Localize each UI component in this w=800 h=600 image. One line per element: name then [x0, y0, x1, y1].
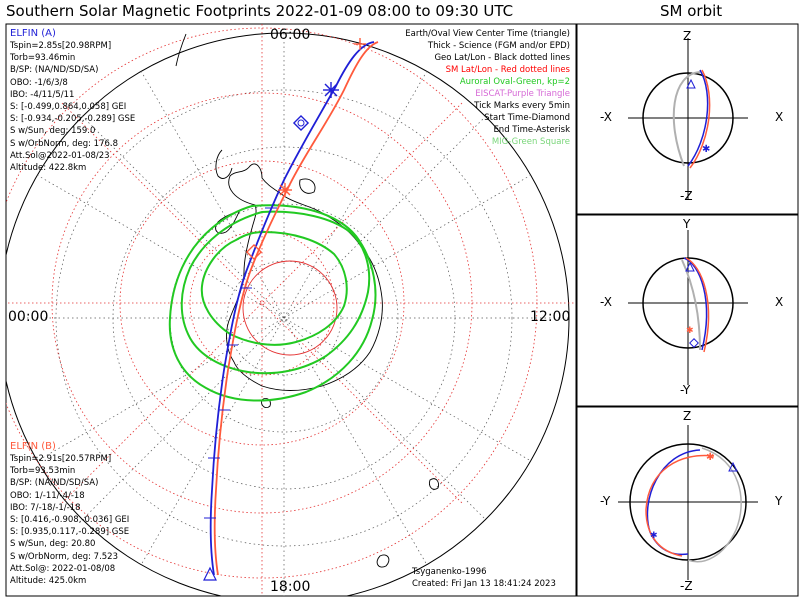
elfin-a-name: ELFIN (A)	[10, 28, 56, 39]
orbit-panel-xz: ✱	[628, 38, 748, 200]
legend-item: End Time-Asterisk	[493, 125, 570, 135]
svg-text:✱: ✱	[650, 531, 658, 541]
orbit-label-top: Z	[683, 409, 692, 423]
svg-text:✱: ✱	[702, 144, 710, 155]
elfin-b-track	[213, 41, 379, 576]
elfin-b-info-line: B/SP: (NA/ND/SD/SA)	[10, 478, 99, 489]
orbit-label-left: -X	[600, 295, 612, 309]
sm-polar-circle	[242, 260, 338, 356]
elfin-a-end-asterisk	[323, 82, 339, 98]
legend-item: Thick - Science (FGM and/or EPD)	[427, 41, 570, 51]
orbit-panel-frame-yz	[576, 406, 799, 597]
svg-text:✱: ✱	[686, 326, 694, 336]
elfin-a-info-line: Tspin=2.85s[20.98RPM]	[10, 41, 112, 51]
elfin-a-info-line: S w/OrbNorm, deg: 176.8	[10, 138, 119, 149]
elfin-a-track	[209, 41, 375, 576]
elfin-b-info-line: S: [0.935,0.117,-0.289] GSE	[10, 527, 130, 538]
orbit-b	[689, 69, 711, 169]
legend-item: Geo Lat/Lon - Black dotted lines	[434, 53, 570, 63]
auroral-oval-outer	[168, 204, 377, 402]
orbit-a	[687, 69, 709, 167]
elfin-b-info-line: IBO: 7/-18/-1/-18	[10, 502, 81, 513]
legend-item: Start Time-Diamond	[484, 113, 570, 123]
orbit-label-left: -Y	[600, 494, 611, 508]
geo-grid	[6, 33, 570, 596]
legend-item: SM Lat/Lon - Red dotted lines	[445, 65, 570, 75]
elfin-a-info-line: S: [-0.934,-0.205,-0.289] GSE	[10, 114, 136, 125]
polar-map	[6, 24, 576, 596]
legend-item: Earth/Oval View Center Time (triangle)	[405, 29, 570, 39]
orbit-label-top: Z	[683, 29, 692, 43]
elfin-a-ticks	[204, 207, 277, 519]
plot-title: Southern Solar Magnetic Footprints 2022-…	[6, 2, 514, 20]
orbit-title: SM orbit	[660, 2, 723, 20]
elfin-b-end-asterisk	[278, 38, 366, 197]
model-label: Tsyganenko-1996	[412, 567, 487, 577]
elfin-a-start-diamond	[292, 114, 310, 132]
orbit-label-top: Y	[683, 217, 691, 231]
orbit-panel-frame-xy	[576, 214, 799, 407]
auroral-oval	[180, 210, 371, 375]
map-label-left: 00:00	[8, 309, 49, 325]
map-label-top: 06:00	[270, 27, 311, 43]
elfin-b-start-diamond	[245, 243, 263, 261]
elfin-b-info-line: S w/Sun, deg: 20.80	[10, 539, 96, 550]
orbit-label-bottom: -Z	[680, 579, 693, 593]
map-label-bottom: 18:00	[270, 579, 311, 595]
orbit-panel-yz: ✱ ✱	[618, 425, 758, 580]
elfin-a-info-line: B/SP: (NA/ND/SD/SA)	[10, 65, 99, 76]
elfin-b-info-line: S: [0.416,-0.908,-0.036] GEI	[10, 515, 130, 525]
orbit-label-right: X	[775, 295, 784, 309]
legend-item: MIG-Green Square	[491, 137, 570, 147]
elfin-a-info-line: Att.Sol@2022-01-08/23	[10, 150, 110, 161]
orbit-label-bottom: -Y	[680, 383, 691, 397]
elfin-a-center-triangle	[203, 566, 217, 581]
orbit-panel-xy: ✱	[628, 230, 748, 385]
elfin-b-info-line: OBO: 1/-11/-4/-18	[10, 490, 85, 501]
map-label-right: 12:00	[530, 309, 571, 325]
elfin-a-info-line: S w/Sun, deg: 159.0	[10, 126, 96, 137]
elfin-a-info-line: Altitude: 422.8km	[10, 163, 87, 173]
orbit-label-right: X	[775, 110, 784, 124]
elfin-b-name: ELFIN (B)	[10, 441, 56, 452]
elfin-b-info-line: Att.Sol@: 2022-01-08/08	[10, 563, 116, 574]
orbit-label-bottom: -Z	[680, 189, 693, 203]
sm-grid	[6, 24, 576, 596]
legend-item: Auroral Oval-Green, kp=2	[459, 77, 570, 87]
elfin-a-info-line: OBO: -1/6/3/8	[10, 77, 68, 88]
elfin-b-info-line: Torb=93.53min	[10, 466, 76, 477]
orbit-panel-frame-xz	[576, 23, 799, 215]
elfin-b-info-line: Altitude: 425.0km	[10, 576, 87, 586]
svg-text:✱: ✱	[706, 452, 714, 463]
map-frame	[5, 23, 577, 597]
created-label: Created: Fri Jan 13 18:41:24 2023	[412, 579, 556, 589]
orbit-label-right: Y	[775, 494, 783, 508]
elfin-a-info-line: S: [-0.499,0.864,0.058] GEI	[10, 102, 127, 112]
legend-item: EISCAT-Purple Triangle	[475, 89, 570, 99]
elfin-b-info-line: Tspin=2.91s[20.57RPM]	[10, 454, 112, 464]
elfin-b-info-line: S w/OrbNorm, deg: 7.523	[10, 551, 119, 562]
orbit-label-left: -X	[600, 110, 612, 124]
elfin-a-info-line: IBO: -4/11/5/11	[10, 89, 75, 100]
legend-item: Tick Marks every 5min	[474, 101, 570, 111]
orbit-gray	[672, 71, 701, 167]
elfin-a-info-line: Torb=93.46min	[10, 53, 76, 64]
